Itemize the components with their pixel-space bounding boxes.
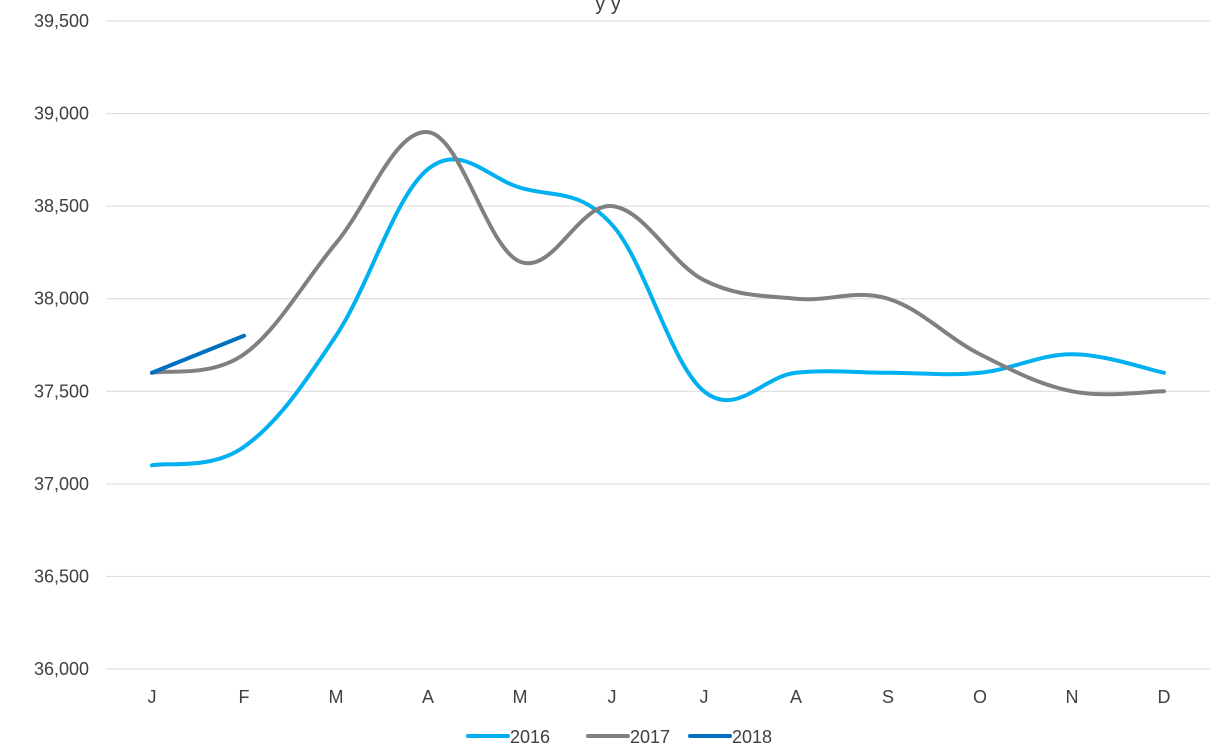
y-tick-label: 38,000 [34,289,89,309]
x-tick-label: J [608,687,617,707]
series-line-2018 [150,333,246,375]
x-tick-label: F [239,687,250,707]
x-tick-label: D [1158,687,1171,707]
x-tick-label: M [329,687,344,707]
y-tick-label: 39,000 [34,104,89,124]
legend-label-2016[interactable]: 2016 [510,727,550,744]
y-tick-label: 37,500 [34,381,89,401]
y-tick-label: 39,500 [34,11,89,31]
y-tick-label: 37,000 [34,474,89,494]
legend[interactable]: 2016 2017 2018 [466,727,772,744]
x-tick-label: J [700,687,709,707]
x-tick-label: A [790,687,802,707]
y-axis-ticks: 36,000 36,500 37,000 37,500 38,000 38,500 39,0… [34,11,89,679]
y-tick-label: 36,500 [34,566,89,586]
x-tick-label: M [513,687,528,707]
x-tick-label: A [422,687,434,707]
x-tick-label: N [1066,687,1079,707]
y-tick-label: 38,500 [34,196,89,216]
series-lines [150,130,1166,468]
x-tick-label: S [882,687,894,707]
y-tick-label: 36,000 [34,659,89,679]
chart-title: y y [595,0,621,15]
x-tick-label: J [148,687,157,707]
series-line-2016 [150,157,1166,468]
x-tick-label: O [973,687,987,707]
gridlines [106,20,1210,670]
legend-label-2018[interactable]: 2018 [732,727,772,744]
legend-label-2017[interactable]: 2017 [630,727,670,744]
series-line-2017 [150,130,1166,397]
